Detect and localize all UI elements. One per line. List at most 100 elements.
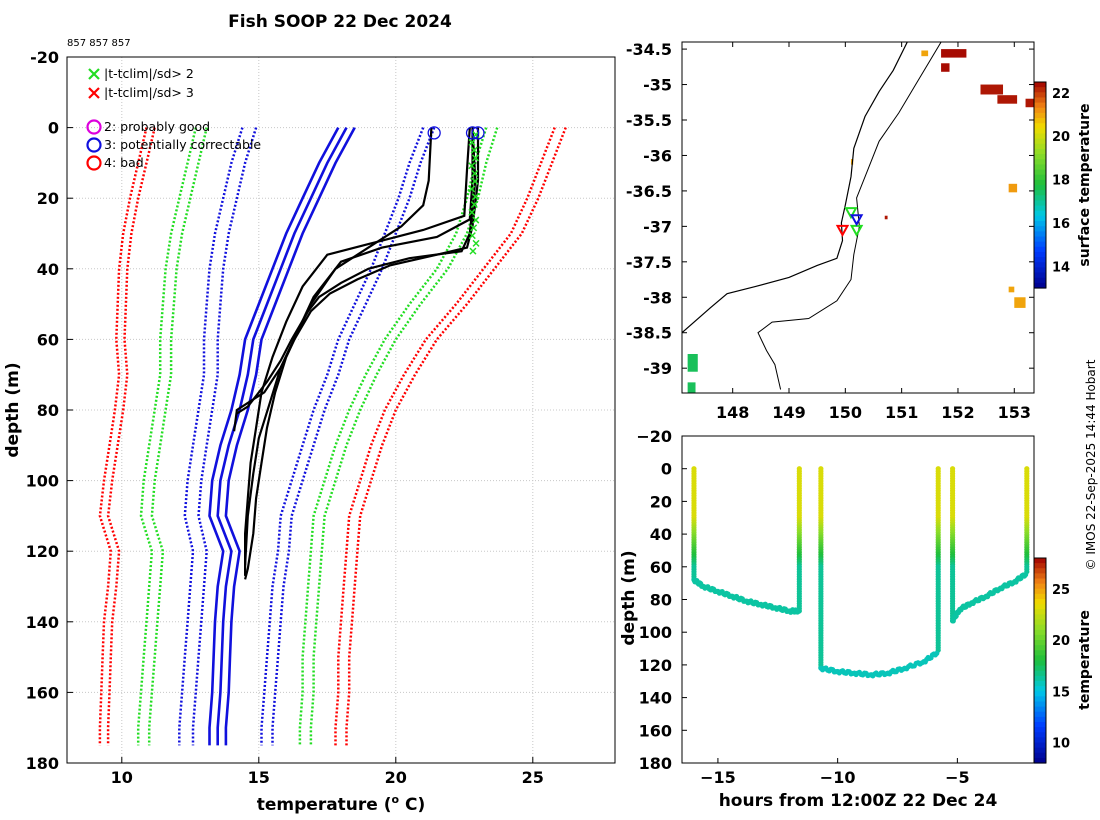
tick-label-y: 120 (26, 542, 59, 561)
colorbar-segment (1034, 112, 1046, 119)
section-colorbar-tick-label: 15 (1052, 685, 1070, 700)
map-panel: 148 149 150 151 152 153 -34.5 -35 -35.5 -36 -36.5 -… (626, 40, 1093, 422)
figure-title: Fish SOOP 22 Dec 2024 (228, 12, 452, 32)
section-colorbar-segment (1034, 578, 1046, 585)
colorbar-segment (1034, 148, 1046, 155)
section-tick-label-x: −15 (700, 768, 736, 787)
sst-cell (1025, 98, 1034, 108)
colorbar-segment (1034, 246, 1046, 253)
y-axis-label: depth (m) (3, 362, 23, 457)
series-profile-4 (236, 127, 477, 415)
colorbar-segment (1034, 215, 1046, 222)
colorbar-segment (1034, 221, 1046, 227)
colorbar-segment (1034, 282, 1046, 289)
flag-cross (469, 247, 477, 255)
map-tick-label-x: 153 (998, 403, 1031, 422)
legend-qc-label: 2: probably good (104, 119, 210, 134)
section-colorbar-frame (1033, 557, 1047, 764)
legend-flag-label: |t-tclim|/sd> 2 (104, 66, 194, 81)
section-colorbar-segment (1034, 645, 1046, 651)
series-clim-2sd-low-b (147, 127, 208, 746)
series-clim-mean-a (208, 126, 340, 746)
section-colorbar-segment (1034, 609, 1046, 615)
colorbar-segment (1034, 190, 1046, 196)
map-tick-label-x: 152 (941, 403, 974, 422)
flag-cross (471, 177, 479, 185)
colorbar-segment (1034, 262, 1046, 268)
map-tick-label-x: 149 (772, 403, 805, 422)
section-tick-label-y: 140 (639, 689, 672, 708)
section-colorbar-segment (1034, 573, 1046, 580)
colorbar-segment (1034, 107, 1046, 114)
series-clim-3sd-high-a (334, 127, 556, 746)
colorbar-tick-label: 22 (1052, 87, 1070, 102)
colorbar-segment (1034, 272, 1046, 279)
map-tick-label-y: -34.5 (626, 40, 672, 59)
section-colorbar-segment (1034, 722, 1046, 728)
series-clim-1sd-high-b (271, 127, 436, 746)
section-colorbar-segment (1034, 701, 1046, 708)
colorbar-segment (1034, 87, 1046, 93)
profile-panel: 10 15 20 25 -20 0 20 40 60 80 100 120 140 160 180 tempe… (3, 48, 616, 815)
sst-cell (980, 84, 1004, 95)
tick-label-x: 15 (248, 768, 270, 787)
credit-text: © IMOS 22-Sep-2025 14:44 Hobart (1084, 359, 1098, 570)
map-tick-label-y: -38 (643, 288, 672, 307)
colorbar-segment (1034, 143, 1046, 150)
section-colorbar-segment (1034, 737, 1046, 744)
flag-cross (471, 169, 479, 178)
colorbar-segment (1034, 251, 1046, 258)
map-tick-label-y: -39 (643, 359, 672, 378)
coastline (682, 42, 908, 334)
section-colorbar-segment (1034, 752, 1046, 759)
section-colorbar-segment (1034, 583, 1046, 590)
section-tick-label-y: 180 (639, 754, 672, 773)
section-colorbar-label: temperature (1077, 610, 1093, 710)
section-colorbar-tick-label: 20 (1052, 634, 1070, 649)
tick-label-y: 20 (37, 189, 59, 208)
sst-cell (921, 50, 929, 57)
sst-cell (1008, 286, 1015, 293)
section-colorbar-segment (1034, 604, 1046, 610)
ship-track-marker (849, 214, 864, 227)
colorbar-segment (1034, 164, 1046, 171)
section-tick-label-y: −20 (636, 427, 672, 446)
legend-flag-label: |t-tclim|/sd> 3 (104, 85, 194, 100)
section-colorbar-segment (1034, 665, 1046, 672)
sst-cell (687, 382, 696, 393)
qc-marker (471, 126, 485, 140)
colorbar-tick-label: 18 (1052, 174, 1070, 189)
sst-cell (941, 63, 950, 72)
flag-cross (470, 146, 478, 154)
flag-cross (470, 201, 478, 209)
sst-cell (941, 49, 967, 58)
colorbar-label: surface temperature (1077, 103, 1093, 266)
section-tick-label-y: 160 (639, 721, 672, 740)
colorbar-segment (1034, 154, 1046, 160)
section-colorbar-segment (1034, 675, 1046, 682)
colorbar-segment (1034, 231, 1046, 238)
series-clim-3sd-low-b (106, 127, 156, 746)
colorbar-segment (1034, 226, 1046, 232)
legend-circle-icon (86, 137, 102, 153)
tick-label-y: 160 (26, 683, 59, 702)
tick-label-y: 60 (37, 330, 59, 349)
section-colorbar-segment (1034, 650, 1046, 656)
colorbar-segment (1034, 138, 1046, 145)
colorbar-segment (1034, 169, 1046, 176)
series-clim-mean-b (216, 126, 348, 746)
section-tick-label-y: 100 (639, 623, 672, 642)
colorbar-segment (1034, 133, 1046, 140)
section-tick-label-y: 120 (639, 656, 672, 675)
tick-label-x: 20 (385, 768, 407, 787)
section-colorbar-segment (1034, 563, 1046, 569)
tick-label-y: -20 (30, 48, 59, 67)
colorbar-segment (1034, 241, 1046, 248)
section-tick-label-y: 20 (650, 492, 672, 511)
section-tick-label-y: 0 (661, 460, 672, 479)
colorbar-segment (1034, 236, 1046, 243)
series-clim-3sd-low-a (98, 127, 148, 746)
flag-cross (468, 185, 476, 193)
legend-qc-label: 4: bad (104, 155, 144, 170)
colorbar-tick-label: 16 (1052, 217, 1070, 232)
